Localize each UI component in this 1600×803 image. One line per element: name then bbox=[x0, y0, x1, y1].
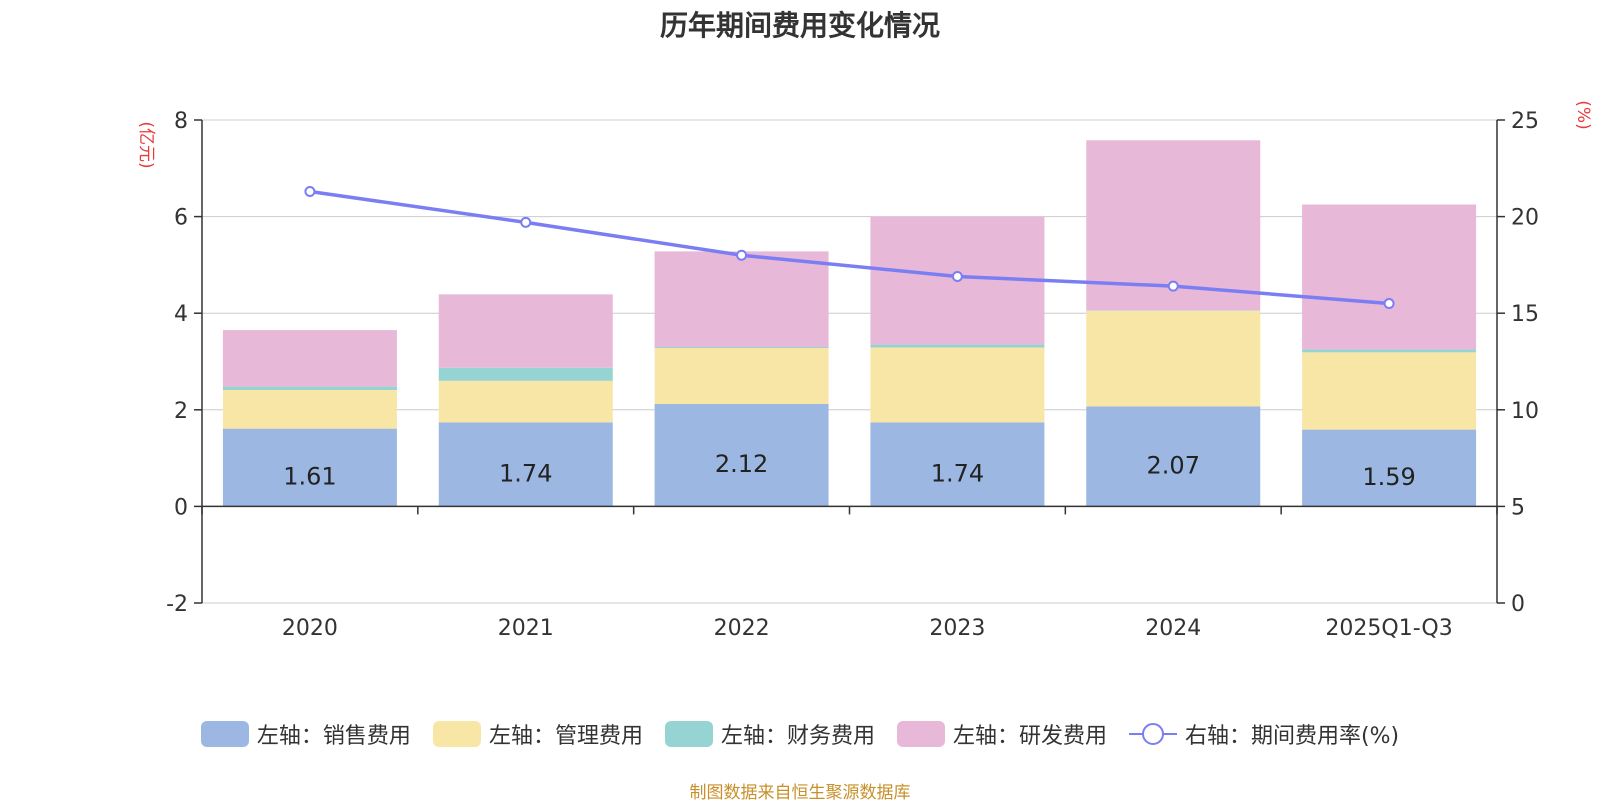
x-axis-tick-label: 2022 bbox=[714, 616, 770, 641]
bar-segment bbox=[223, 330, 397, 387]
left-axis-unit: (亿元) bbox=[136, 121, 156, 168]
chart-plot: 1.61 1.74 2.12 1.74 2.07 1.59 -2 0 2 4 6 8 0 5 10 15 20… bbox=[0, 0, 1600, 700]
bar-segment bbox=[439, 381, 613, 423]
legend-swatch bbox=[201, 721, 249, 747]
bar-segment bbox=[1302, 352, 1476, 429]
bar-value-label: 1.74 bbox=[499, 459, 552, 487]
legend-swatch bbox=[897, 721, 945, 747]
bar-segment bbox=[1086, 311, 1260, 407]
left-axis-tick-label: 0 bbox=[174, 495, 188, 520]
rate-point bbox=[1385, 299, 1394, 308]
bar-segment bbox=[223, 390, 397, 429]
right-axis-tick-label: 10 bbox=[1511, 399, 1539, 424]
legend-item-rate[interactable]: 右轴：期间费用率(%) bbox=[1129, 718, 1399, 750]
bar-segment bbox=[223, 387, 397, 390]
bar-segment bbox=[1302, 349, 1476, 352]
rate-point bbox=[521, 218, 530, 227]
data-source-note: 制图数据来自恒生聚源数据库 bbox=[0, 778, 1600, 803]
left-axis-tick-label: 6 bbox=[174, 206, 188, 231]
x-axis-tick-label: 2021 bbox=[498, 616, 554, 641]
x-axis-tick-label: 2023 bbox=[929, 616, 985, 641]
rate-point bbox=[737, 251, 746, 260]
bar-segment bbox=[439, 368, 613, 381]
bar-value-label: 1.59 bbox=[1362, 463, 1415, 491]
legend-label: 左轴：财务费用 bbox=[721, 718, 875, 750]
legend-label: 左轴：销售费用 bbox=[257, 718, 411, 750]
x-axis-tick-label: 2024 bbox=[1145, 616, 1201, 641]
legend-label: 左轴：研发费用 bbox=[953, 718, 1107, 750]
legend-swatch bbox=[665, 721, 713, 747]
legend-line-icon bbox=[1129, 721, 1177, 747]
right-axis-tick-label: 5 bbox=[1511, 495, 1525, 520]
x-axis-tick-label: 2025Q1-Q3 bbox=[1325, 616, 1452, 641]
bar-segment bbox=[1302, 205, 1476, 350]
rate-point bbox=[1169, 282, 1178, 291]
rate-point bbox=[953, 272, 962, 281]
right-axis-unit: (%) bbox=[1573, 100, 1593, 129]
bar-segment bbox=[439, 294, 613, 367]
x-axis-tick-label: 2020 bbox=[282, 616, 338, 641]
bar-segment bbox=[870, 345, 1044, 348]
bar-value-label: 2.07 bbox=[1147, 451, 1200, 479]
right-axis-tick-label: 15 bbox=[1511, 302, 1539, 327]
legend-swatch bbox=[433, 721, 481, 747]
legend-item-rd[interactable]: 左轴：研发费用 bbox=[897, 718, 1107, 750]
chart-legend: 左轴：销售费用 左轴：管理费用 左轴：财务费用 左轴：研发费用 右轴：期间费用率… bbox=[0, 718, 1600, 750]
bar-segment bbox=[870, 347, 1044, 422]
legend-label: 左轴：管理费用 bbox=[489, 718, 643, 750]
left-axis-tick-label: -2 bbox=[166, 592, 188, 617]
bar-value-label: 1.61 bbox=[283, 463, 336, 491]
legend-item-sales[interactable]: 左轴：销售费用 bbox=[201, 718, 411, 750]
legend-label: 右轴：期间费用率(%) bbox=[1185, 718, 1399, 750]
rate-point bbox=[305, 187, 314, 196]
left-axis-tick-label: 2 bbox=[174, 399, 188, 424]
bar-segment bbox=[655, 251, 829, 347]
right-axis-tick-label: 0 bbox=[1511, 592, 1525, 617]
legend-item-finance[interactable]: 左轴：财务费用 bbox=[665, 718, 875, 750]
bar-value-label: 1.74 bbox=[931, 459, 984, 487]
right-axis-tick-label: 20 bbox=[1511, 206, 1539, 231]
bar-segment bbox=[655, 347, 829, 348]
left-axis-tick-label: 4 bbox=[174, 302, 188, 327]
bar-segment bbox=[655, 348, 829, 404]
legend-item-admin[interactable]: 左轴：管理费用 bbox=[433, 718, 643, 750]
left-axis-tick-label: 8 bbox=[174, 109, 188, 134]
bar-value-label: 2.12 bbox=[715, 450, 768, 478]
right-axis-tick-label: 25 bbox=[1511, 109, 1539, 134]
